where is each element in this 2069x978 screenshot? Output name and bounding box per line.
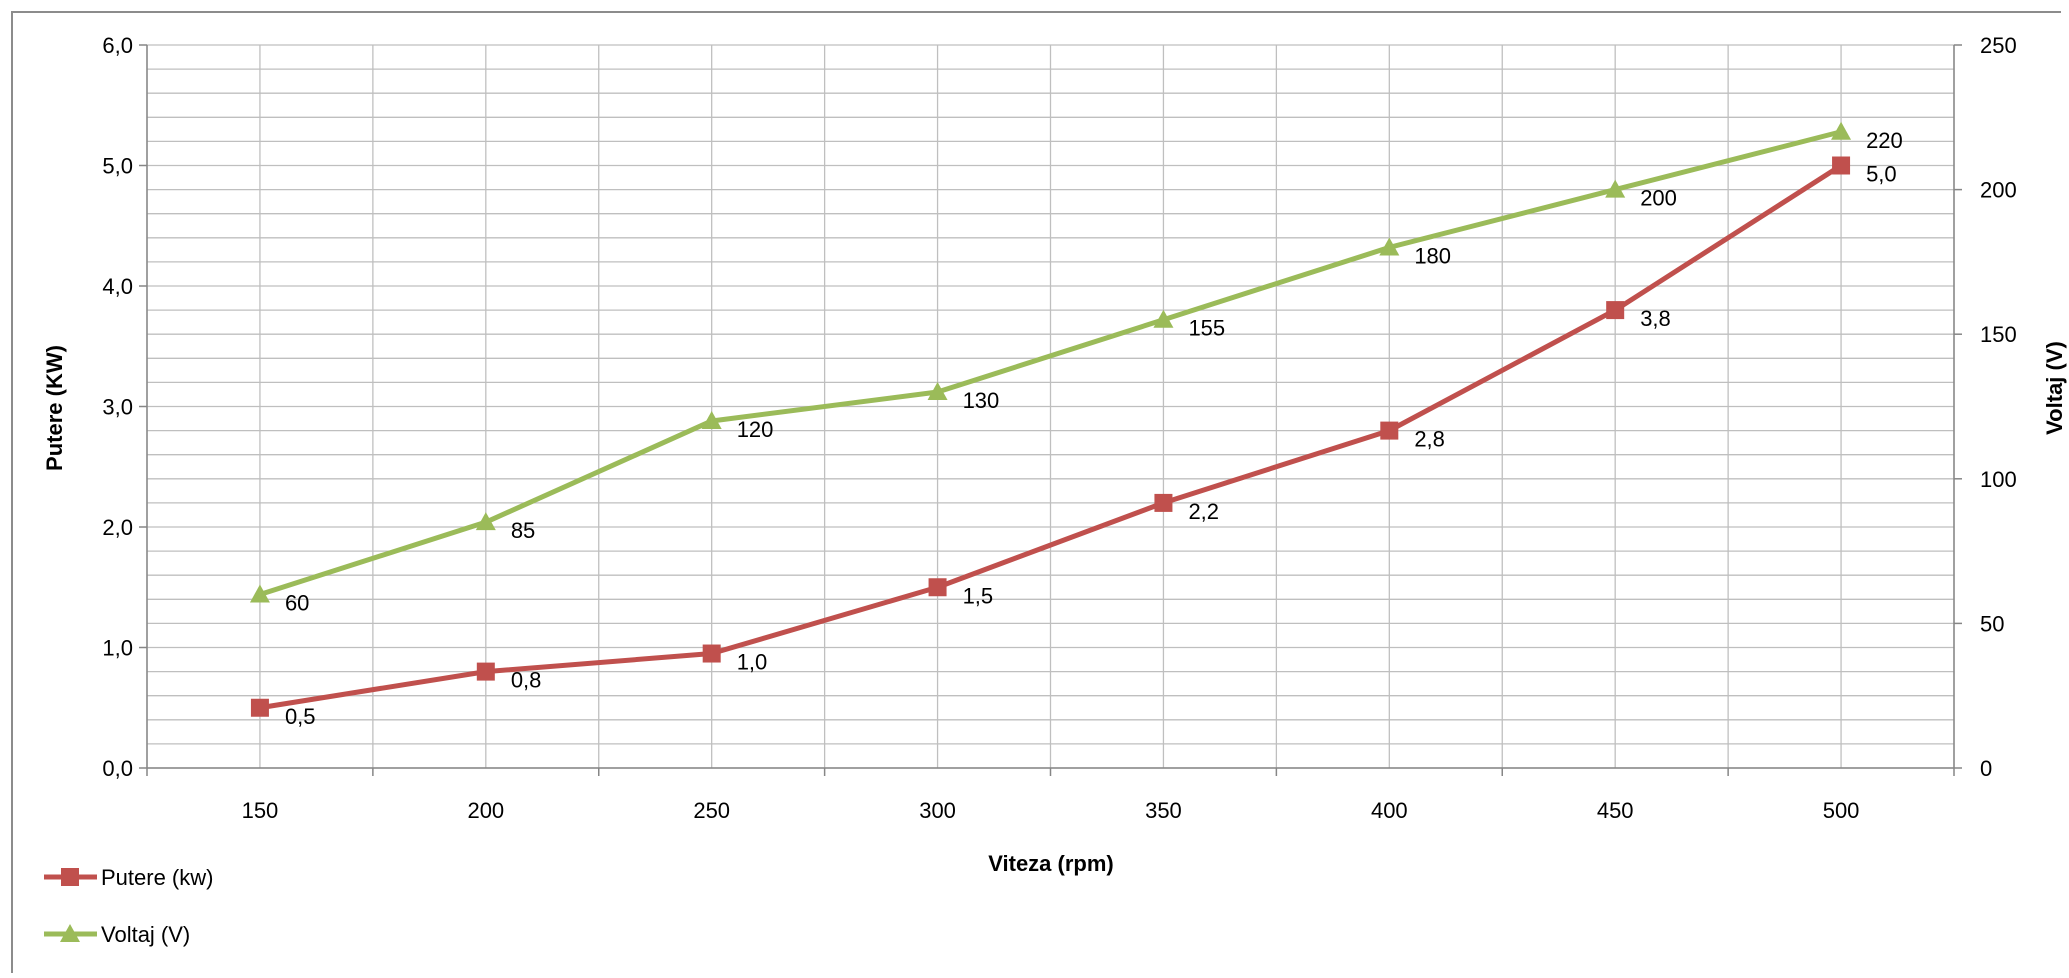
y2-tick-label: 200	[1980, 178, 2017, 203]
data-label-voltaj: 130	[963, 388, 1000, 413]
data-label-voltaj: 220	[1866, 128, 1903, 153]
data-label-voltaj: 85	[511, 518, 535, 543]
data-point-putere	[702, 644, 721, 663]
y-axis-ticks: 0,0 1,0 2,0 3,0 4,0 5,0 6,0	[102, 33, 147, 781]
data-label-voltaj: 180	[1414, 243, 1451, 268]
x-tick-label: 150	[242, 798, 279, 823]
x-tick-label: 350	[1145, 798, 1182, 823]
y-tick-label: 2,0	[102, 515, 133, 540]
y-axis-title: Putere (KW)	[42, 345, 67, 471]
x-tick-label: 500	[1823, 798, 1860, 823]
y2-tick-label: 150	[1980, 322, 2017, 347]
data-label-putere: 1,0	[737, 650, 768, 675]
chart-frame	[11, 11, 2061, 973]
series-line-voltaj	[259, 129, 1842, 597]
data-label-putere: 3,8	[1640, 306, 1671, 331]
data-point-putere	[250, 698, 269, 717]
y-tick-label: 3,0	[102, 395, 133, 420]
data-point-voltaj	[475, 512, 496, 531]
x-tick-label: 400	[1371, 798, 1408, 823]
y-tick-label: 5,0	[102, 154, 133, 179]
y2-axis-ticks: 0 50 100 150 200 250	[1954, 33, 2017, 781]
y2-tick-label: 50	[1980, 611, 2004, 636]
data-label-putere: 0,5	[285, 704, 316, 729]
y-tick-label: 0,0	[102, 756, 133, 781]
data-point-voltaj	[1831, 121, 1852, 140]
y2-tick-label: 0	[1980, 756, 1992, 781]
data-label-voltaj: 155	[1188, 316, 1225, 341]
x-axis-ticks: 150 200 250 300 350 400 450 500	[146, 768, 1955, 823]
data-point-voltaj	[701, 410, 722, 429]
legend: Putere (kw) Voltaj (V)	[44, 865, 213, 947]
y-tick-label: 1,0	[102, 636, 133, 661]
data-point-voltaj	[927, 382, 948, 401]
data-label-putere: 0,8	[511, 668, 542, 693]
data-point-putere	[1380, 421, 1399, 440]
data-point-voltaj	[1605, 179, 1626, 198]
legend-label-putere: Putere (kw)	[101, 865, 213, 890]
x-tick-label: 250	[693, 798, 730, 823]
gridlines	[146, 44, 1955, 769]
y-tick-label: 6,0	[102, 33, 133, 58]
legend-marker-voltaj	[60, 924, 80, 942]
x-tick-label: 450	[1597, 798, 1634, 823]
data-label-putere: 2,8	[1414, 427, 1445, 452]
data-point-putere	[1832, 156, 1851, 175]
series-layer: 0,5 0,8 1,0 1,5 2,2 2,8 3,8 5,0 60 85 120 130 155 180…	[249, 121, 1903, 729]
x-axis-title: Viteza (rpm)	[988, 851, 1114, 876]
y-tick-label: 4,0	[102, 274, 133, 299]
legend-label-voltaj: Voltaj (V)	[101, 922, 190, 947]
data-label-putere: 2,2	[1188, 499, 1219, 524]
y2-axis-title: Voltaj (V)	[2042, 341, 2067, 435]
data-label-voltaj: 200	[1640, 186, 1677, 211]
legend-marker-putere	[61, 868, 79, 886]
data-point-putere	[928, 578, 947, 597]
x-tick-label: 300	[919, 798, 956, 823]
y2-tick-label: 100	[1980, 467, 2017, 492]
data-point-voltaj	[1153, 309, 1174, 328]
data-label-voltaj: 60	[285, 590, 309, 615]
data-point-voltaj	[1379, 237, 1400, 256]
data-point-putere	[1154, 493, 1173, 512]
data-label-putere: 1,5	[963, 583, 994, 608]
data-point-putere	[1606, 301, 1625, 320]
data-label-putere: 5,0	[1866, 162, 1897, 187]
data-point-putere	[476, 662, 495, 681]
series-line-putere	[259, 163, 1843, 711]
x-tick-label: 200	[467, 798, 504, 823]
data-point-voltaj	[249, 584, 270, 603]
data-label-voltaj: 120	[737, 417, 774, 442]
y2-tick-label: 250	[1980, 33, 2017, 58]
